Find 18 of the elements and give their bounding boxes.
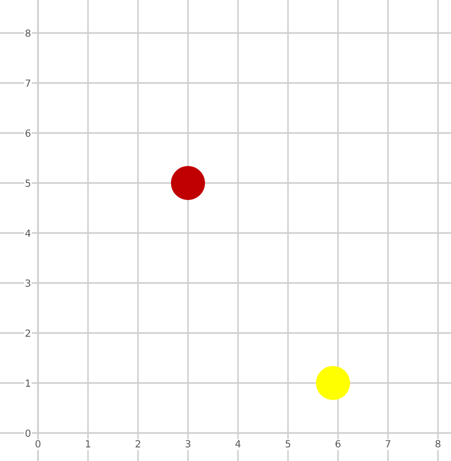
x-tick-label: 0 — [36, 440, 40, 448]
y-tick-label: 7 — [26, 80, 30, 87]
x-tick-label: 5 — [286, 440, 290, 448]
y-tick-label: 8 — [26, 29, 30, 37]
x-tick-label: 3 — [186, 440, 190, 448]
y-tick-label: 1 — [26, 380, 30, 387]
x-tick-label: 1 — [86, 440, 90, 448]
y-tick-label: 2 — [26, 329, 30, 337]
y-tick-label: 4 — [25, 230, 31, 237]
y-tick-label: 6 — [26, 129, 30, 137]
x-tick-label: 8 — [436, 440, 440, 448]
y-tick-label: 5 — [26, 180, 30, 187]
x-tick-label: 6 — [336, 440, 340, 448]
y-tick-label: 0 — [26, 429, 30, 437]
x-tick-label: 7 — [386, 440, 390, 448]
y-tick-label: 3 — [26, 279, 30, 287]
x-tick-label: 2 — [136, 440, 140, 448]
x-tick-label: 4 — [235, 440, 241, 448]
